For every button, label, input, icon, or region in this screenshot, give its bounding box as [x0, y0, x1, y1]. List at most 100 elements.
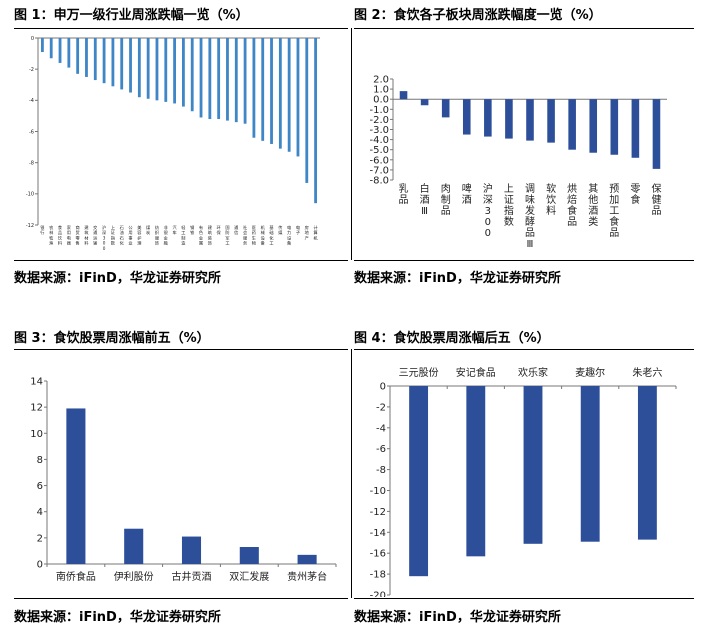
y-tick-label: -12: [26, 223, 34, 229]
bar: [296, 38, 300, 157]
y-tick-label: -4.0: [369, 135, 389, 146]
x-tick-label: 汽车: [172, 224, 177, 236]
bar: [208, 38, 212, 120]
bar: [102, 38, 106, 84]
bar: [181, 536, 202, 564]
y-tick-label: 2.0: [373, 75, 389, 86]
chart-industry-weekly-change: 0 -2 -4 -6 -8 -10 -12 银行农林牧渔食品饮料家用电器商贸零售建筑材料交通运…: [26, 36, 320, 251]
x-tick-label: 电子: [296, 224, 301, 235]
bar: [526, 99, 534, 141]
bar: [226, 38, 229, 121]
x-tick-label: 古井贡酒: [172, 570, 212, 583]
x-tick-label: 医药生物: [252, 225, 256, 247]
chart-bottom-five-losers: 0 -2 -4 -6 -8 -10 -12 -14 -16 -18 -20 三元股份 安记食品 欢乐家 麦趣…: [370, 366, 677, 597]
bar: [314, 38, 318, 204]
x-tick-label: 房地产: [305, 224, 310, 241]
bar: [58, 38, 62, 63]
y-tick-label: 2: [37, 533, 43, 544]
x-tick-label: 乳品: [399, 182, 409, 206]
bar: [239, 547, 259, 564]
y-tick-label: -4: [376, 423, 386, 434]
x-tick-label: 三元股份: [399, 367, 439, 379]
chart-top-five-gainers: 14 12 10 8 6 4 2 0 南侨食品 伊利股份 古井贡酒 双汇发展 贵州茅台: [30, 377, 337, 583]
bar: [146, 38, 150, 99]
bar: [120, 38, 124, 90]
x-tick-label: 调味发酵品 Ⅲ: [525, 183, 535, 250]
bar: [234, 38, 238, 123]
x-tick-label: 上证指数: [111, 224, 116, 247]
x-tick-label: 家用电器: [67, 224, 72, 247]
x-tick-label: 麦趣尔: [575, 366, 605, 379]
x-tick-label: 钢铁: [190, 224, 195, 236]
chart-food-subsector-weekly-change: 2.01.00.0-1.0-2.0-3.0-4.0-5.0-6.0-7.0-8.…: [369, 75, 667, 250]
y-tick-label: -6: [29, 129, 34, 135]
y-tick-label: -2: [376, 402, 386, 413]
x-tick-label: 交通运输: [93, 224, 98, 247]
y-tick-label: -18: [370, 570, 386, 581]
y-tick-label: -6: [376, 444, 386, 455]
x-tick-label: 石油石化: [120, 225, 125, 247]
y-tick-label: 0.0: [373, 95, 389, 106]
y-tick-label: -12: [370, 507, 386, 518]
bar: [305, 38, 309, 183]
bar: [164, 38, 168, 102]
bar: [181, 38, 185, 107]
y-tick-label: -8: [376, 465, 386, 476]
x-tick-label: 社会服务: [243, 224, 248, 247]
x-tick-label: 保健品: [651, 182, 661, 217]
bar: [631, 99, 640, 158]
x-tick-label: 零食: [630, 183, 640, 206]
bar: [523, 386, 543, 544]
bar: [155, 38, 159, 101]
bar: [85, 38, 88, 77]
y-tick-label: -2: [29, 67, 34, 73]
x-tick-label: 白酒 Ⅲ: [420, 182, 430, 217]
bar: [270, 38, 273, 144]
figure-2-caption: 图 2：食饮各子板块周涨跌幅度一览（%）: [354, 8, 602, 23]
x-tick-label: 建筑材料: [84, 224, 89, 247]
x-tick-label: 公用事业: [128, 225, 133, 246]
x-tick-label: 银行: [40, 224, 45, 236]
x-tick-label: 欢乐家: [518, 366, 548, 379]
y-tick-label: 0: [37, 560, 43, 571]
bar: [252, 38, 256, 138]
y-tick-label: -2.0: [369, 115, 389, 126]
x-tick-label: 环保: [217, 225, 222, 236]
y-tick-label: -10: [370, 486, 386, 497]
x-tick-label: 传媒: [278, 224, 283, 236]
bar: [76, 38, 80, 74]
bar: [137, 38, 141, 98]
y-tick-label: -4: [29, 98, 34, 104]
bar: [93, 38, 97, 81]
center-divider-top: [351, 28, 352, 260]
x-tick-label: 通信: [234, 224, 239, 236]
x-tick-label: 贵州茅台: [287, 570, 327, 583]
bar: [568, 99, 576, 150]
y-tick-label: -1.0: [369, 105, 389, 116]
bar: [124, 528, 144, 564]
x-tick-label: 其他酒类: [588, 183, 598, 228]
y-tick-label: 4: [37, 507, 43, 518]
bar: [67, 38, 71, 68]
y-tick-label: -3.0: [369, 125, 389, 136]
x-tick-label: 啤酒: [462, 183, 472, 206]
x-tick-label: 机械设备: [261, 224, 266, 247]
bar: [278, 38, 282, 149]
y-tick-label: 14: [30, 377, 43, 388]
x-tick-label: 双汇发展: [229, 570, 269, 583]
bar: [261, 38, 265, 141]
y-tick-label: 1.0: [373, 85, 389, 96]
bar: [40, 38, 44, 53]
bar: [610, 99, 619, 155]
y-tick-label: -8.0: [369, 176, 389, 187]
bar: [173, 38, 177, 104]
y-tick-label: -16: [370, 549, 386, 560]
bar: [49, 38, 53, 59]
x-tick-label: 食品饮料: [58, 224, 63, 247]
center-divider-bottom: [351, 349, 352, 598]
mid-rule-left: [14, 260, 348, 261]
bottom-rule-left: [14, 598, 348, 599]
bar: [580, 386, 600, 542]
x-tick-label: 轻工制造: [181, 224, 186, 247]
x-tick-label: 电力设备: [287, 224, 292, 247]
